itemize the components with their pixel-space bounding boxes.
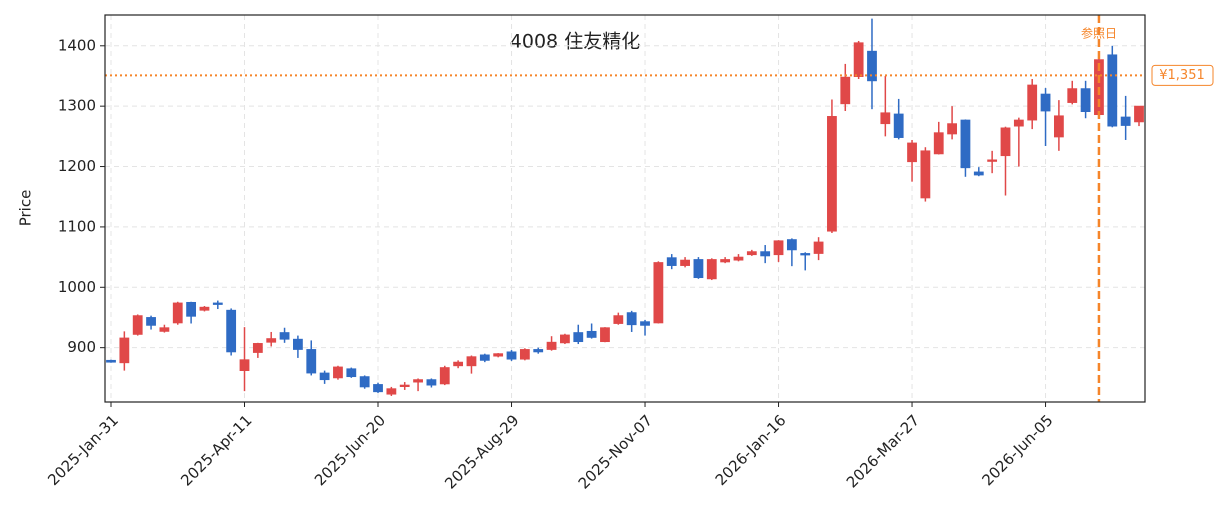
candle-body [1000,127,1011,157]
candle-body [252,343,263,353]
candle-body [159,327,170,332]
candle-body [453,361,464,367]
candle-body [306,349,317,374]
plot-frame [104,14,1146,403]
candle-body [653,262,664,324]
candle-body [720,259,731,263]
candle-body [413,379,423,383]
y-tick-label: 1000 [58,278,96,296]
candle-body [479,354,490,361]
candle-body [199,306,210,311]
chart-title: 4008 住友精化 [510,31,640,53]
candle-body [212,302,223,305]
candle-body [733,256,744,261]
x-tick-label: 2026-Jan-16 [712,411,790,489]
y-tick-label: 1200 [58,157,96,175]
x-tick-label: 2026-Jun-05 [979,411,1057,489]
candle-body [693,259,704,279]
candle-body [746,251,757,256]
candle-body [760,251,771,257]
candle-body [773,240,784,256]
candle-body [266,338,277,343]
candle-body [546,341,557,350]
candle-body [1120,116,1131,126]
y-tick-label: 1300 [58,97,96,115]
candle-body [1027,84,1038,121]
candle-body [600,327,610,343]
candle-body [519,349,530,360]
y-axis-label: Price [17,190,35,227]
candle-body [960,119,971,169]
x-tick-label: 2025-Jun-20 [311,411,389,489]
candle-body [439,367,450,385]
candle-body [1053,115,1064,138]
candle-body [399,384,410,387]
candle-body [1134,105,1144,123]
candle-body [853,42,864,77]
candle-body [1067,88,1078,103]
candle-body [867,50,877,82]
candle-body [119,337,130,364]
candle-body [640,321,650,326]
candle-body [933,132,944,155]
candle-body [947,123,957,135]
candle-body [186,301,197,317]
candle-body [466,356,477,367]
candle-body [626,312,637,326]
candle-body [533,349,544,353]
candle-body [586,330,597,338]
reference-label-box [1151,64,1214,86]
candle-body [293,338,303,350]
candle-body [666,257,677,266]
candle-body [1080,88,1091,112]
candle-body [880,112,891,125]
candle-body [573,332,584,343]
candle-body [840,76,851,105]
candle-body [373,384,383,393]
y-tick-label: 1400 [58,36,96,54]
candle-body [813,241,824,254]
candle-body [800,253,811,256]
x-tick-label: 2025-Jan-31 [44,411,122,489]
candle-body [493,353,504,357]
candle-body [1107,54,1118,127]
y-tick-label: 1100 [58,217,96,235]
x-tick-label: 2026-Mar-27 [843,411,923,491]
candle-body [1013,119,1024,127]
candle-body [506,351,517,360]
candle-body [239,359,250,372]
candle-body [172,302,183,324]
reference-date-label: 参照日 [1081,26,1117,41]
candle-body [973,171,984,176]
reference-label: ¥1,351 [1159,68,1205,83]
candle-body [106,359,116,363]
candle-body [426,379,437,386]
candle-body [333,366,343,379]
candle-body [226,309,237,353]
candle-body [987,159,998,162]
candle-body [613,315,624,324]
candle-body [279,332,290,340]
candle-body [827,116,837,232]
candle-body [359,376,370,388]
candle-body [319,372,330,381]
candle-body [907,142,917,163]
candle-body [146,317,156,326]
candle-body [920,150,931,199]
candle-body [893,113,904,138]
candle-body [786,239,797,251]
candle-body [346,368,357,378]
candle-body [1040,93,1051,112]
candle-body [386,388,397,395]
candle-body [560,334,570,344]
candle-body [706,259,717,280]
y-tick-label: 900 [67,338,96,356]
x-tick-label: 2025-Apr-11 [177,411,255,489]
x-tick-label: 2025-Aug-29 [441,411,522,492]
candle-body [680,259,690,266]
candle-body [132,315,143,335]
x-tick-label: 2025-Nov-07 [575,411,656,492]
